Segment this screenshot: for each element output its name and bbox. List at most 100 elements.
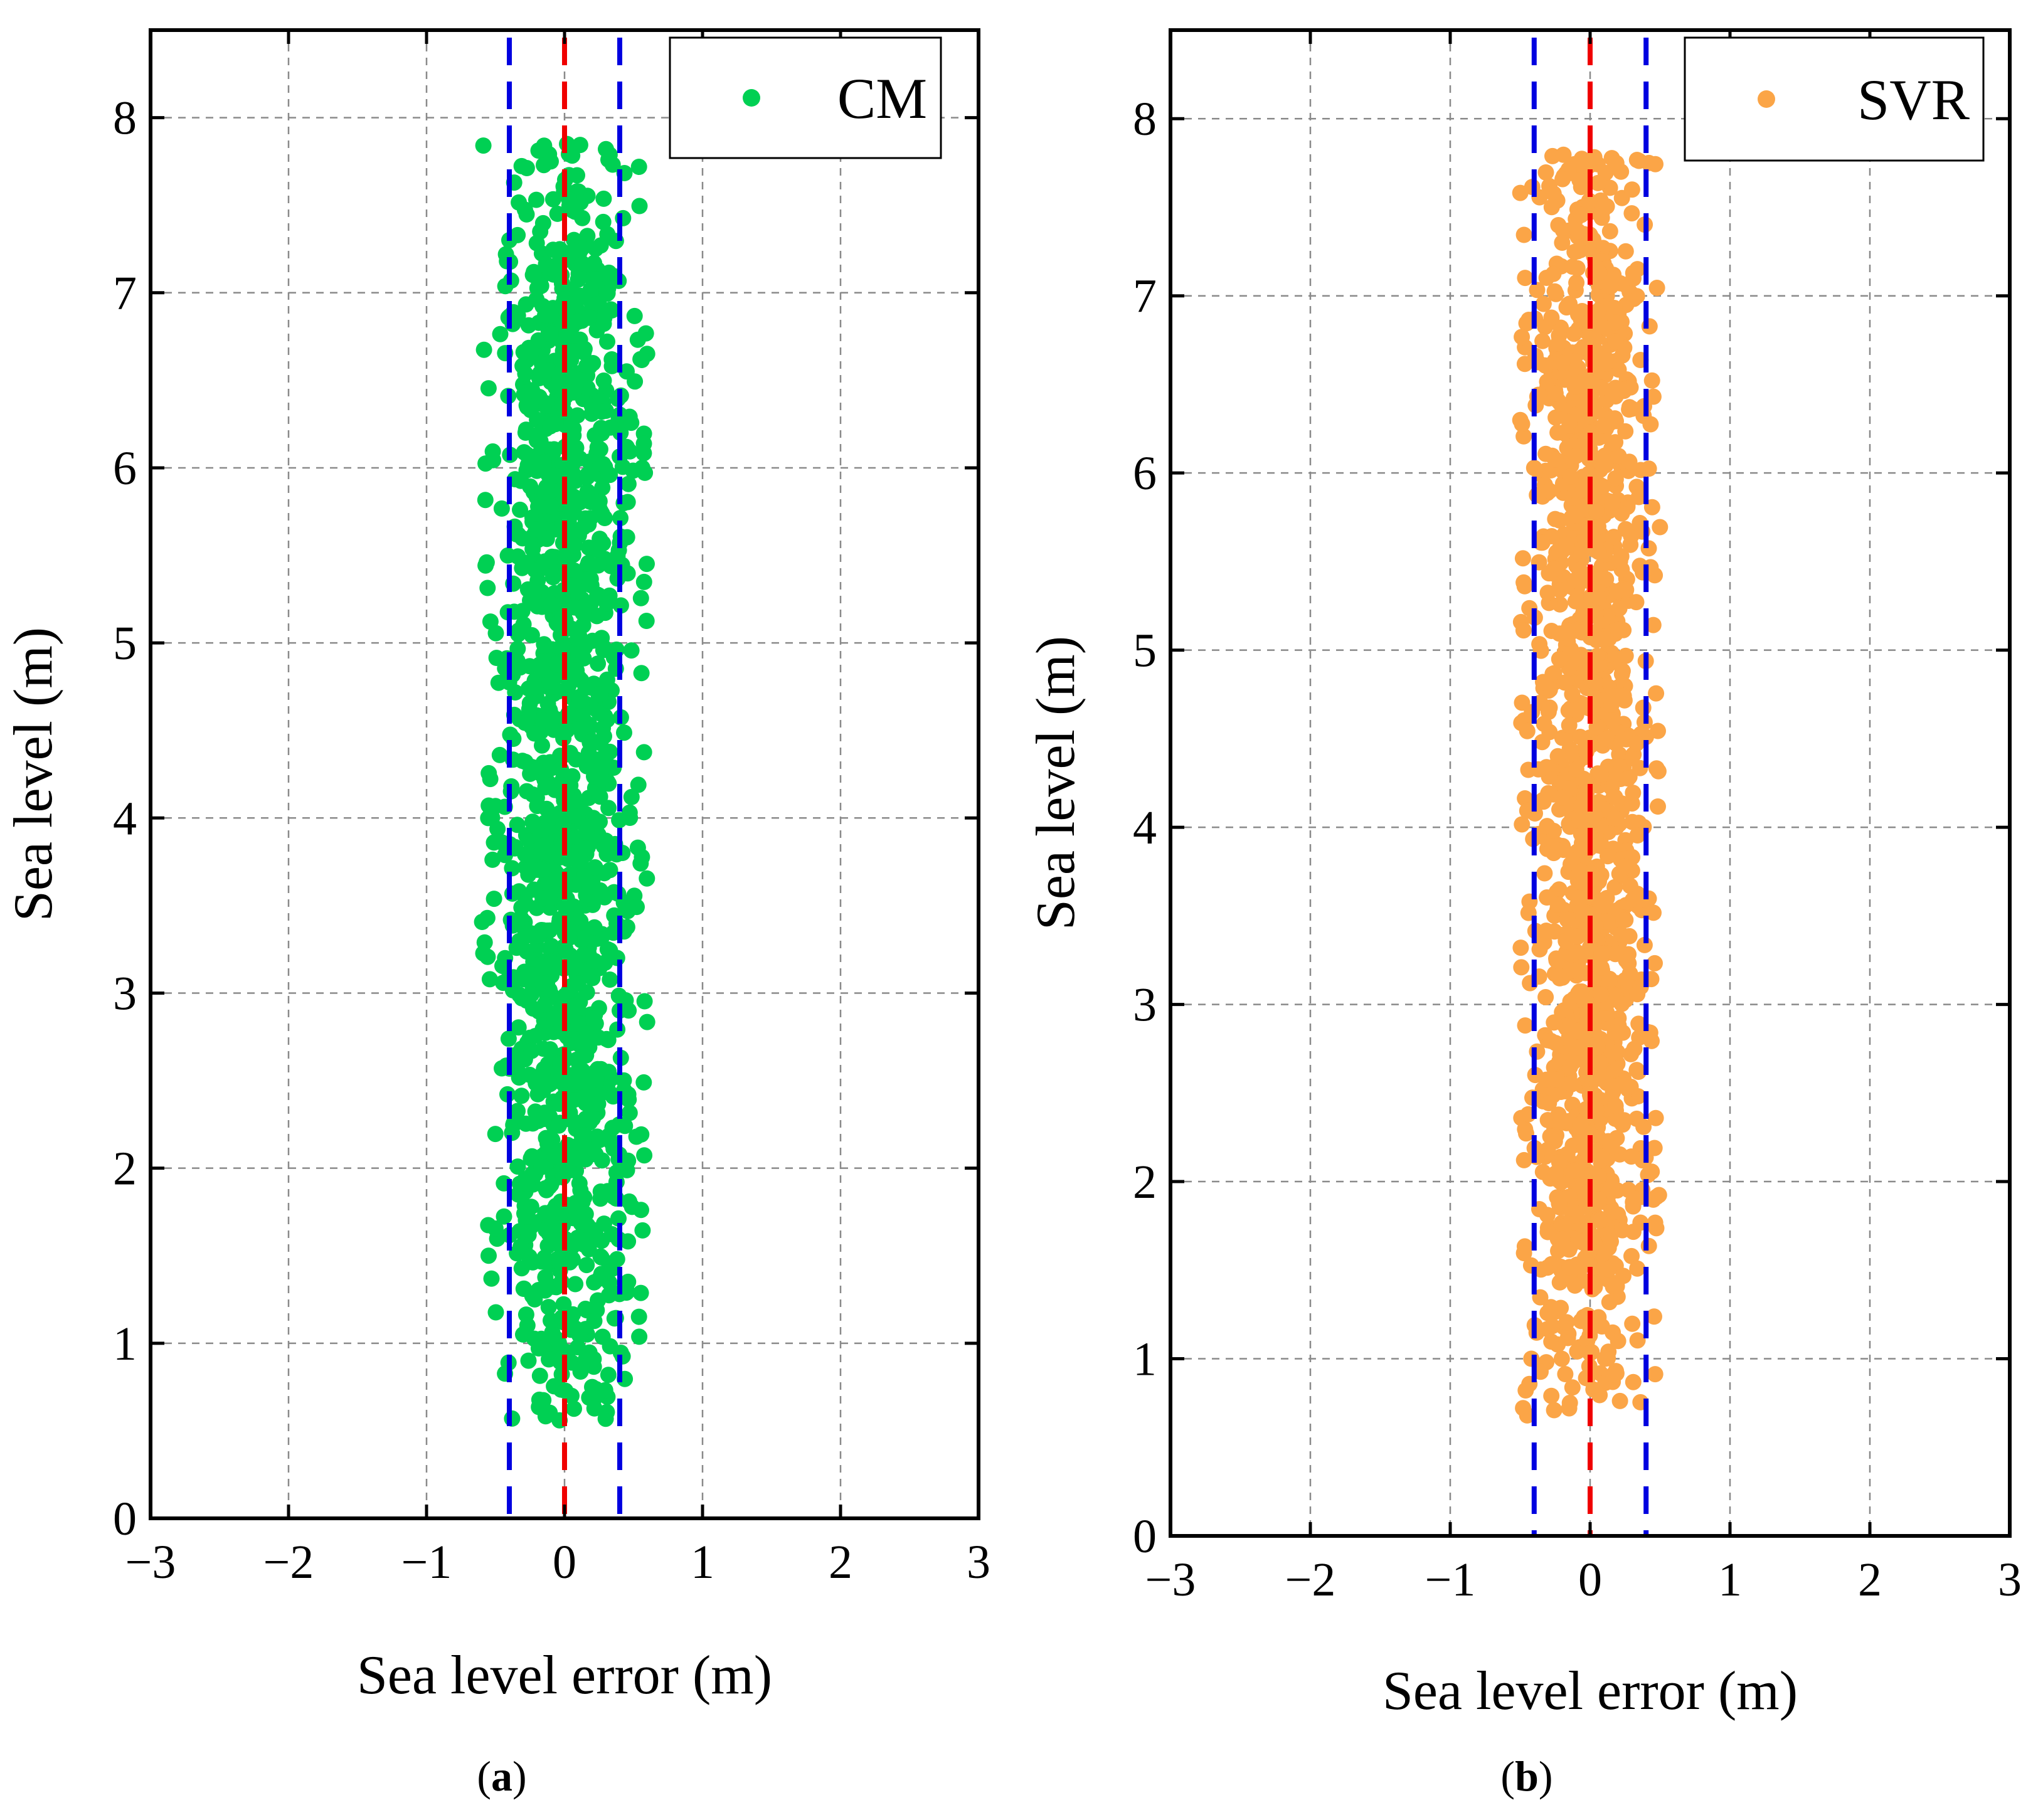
scatter-point xyxy=(1522,1257,1539,1274)
scatter-point xyxy=(573,930,590,947)
scatter-point xyxy=(622,443,639,460)
scatter-point xyxy=(582,571,599,588)
scatter-point xyxy=(509,817,526,833)
scatter-point xyxy=(1598,198,1615,214)
scatter-point xyxy=(1568,448,1584,464)
scatter-point xyxy=(1564,702,1581,719)
scatter-point xyxy=(1554,171,1571,188)
scatter-point xyxy=(1535,295,1552,312)
scatter-point xyxy=(1596,1350,1613,1367)
scatter-point xyxy=(517,421,534,438)
scatter-point xyxy=(1566,325,1583,342)
scatter-point xyxy=(566,242,583,259)
panel-b-caption: (b) xyxy=(1500,1752,1552,1800)
scatter-point xyxy=(630,1308,647,1325)
scatter-point xyxy=(529,280,546,297)
scatter-point xyxy=(496,1208,512,1225)
scatter-point xyxy=(1608,155,1625,172)
scatter-point xyxy=(519,1209,536,1225)
scatter-point xyxy=(1570,889,1587,906)
scatter-point xyxy=(1617,647,1634,664)
scatter-point xyxy=(590,655,607,672)
scatter-point xyxy=(548,871,565,888)
scatter-point xyxy=(635,573,652,590)
y-tick-label: 0 xyxy=(113,1493,137,1545)
scatter-point xyxy=(621,1193,638,1210)
scatter-point xyxy=(1529,282,1546,299)
scatter-point xyxy=(1517,1017,1534,1034)
scatter-point xyxy=(614,458,631,475)
scatter-point xyxy=(621,408,638,425)
scatter-point xyxy=(1558,1314,1575,1331)
scatter-point xyxy=(630,776,647,793)
scatter-point xyxy=(1613,995,1630,1012)
scatter-point xyxy=(1588,503,1605,520)
scatter-point xyxy=(1533,534,1549,551)
scatter-point xyxy=(593,420,610,436)
scatter-point xyxy=(504,1410,521,1427)
scatter-point xyxy=(1605,529,1622,546)
scatter-point xyxy=(563,1387,580,1404)
scatter-point xyxy=(487,1304,504,1321)
scatter-point xyxy=(595,372,612,389)
x-tick-label: −1 xyxy=(1425,1553,1476,1606)
scatter-point xyxy=(555,816,572,833)
scatter-point xyxy=(567,1195,584,1212)
scatter-point xyxy=(1645,616,1662,633)
scatter-point xyxy=(617,1118,634,1135)
scatter-point xyxy=(604,1261,621,1277)
scatter-point xyxy=(1611,600,1628,617)
panel-a-chart: −3 −2 −1 0 1 2 3 0 1 2 3 4 5 6 7 8 Sea level error (m) Se… xyxy=(3,28,990,1706)
scatter-point xyxy=(476,934,493,951)
scatter-point xyxy=(590,1096,607,1112)
scatter-point xyxy=(1602,278,1619,295)
scatter-point xyxy=(1518,315,1535,332)
scatter-point xyxy=(1547,1035,1564,1052)
scatter-point xyxy=(584,1221,601,1238)
scatter-point xyxy=(615,1072,632,1089)
scatter-point xyxy=(595,642,612,659)
scatter-point xyxy=(1554,354,1571,371)
scatter-point xyxy=(1566,1162,1583,1179)
scatter-point xyxy=(542,418,559,435)
scatter-point xyxy=(571,371,588,388)
scatter-point xyxy=(533,861,550,878)
scatter-point xyxy=(1561,413,1578,430)
scatter-point xyxy=(512,1238,529,1255)
scatter-point xyxy=(546,441,563,458)
scatter-point xyxy=(533,1071,549,1087)
scatter-point xyxy=(599,285,616,302)
scatter-point xyxy=(1551,512,1568,529)
scatter-point xyxy=(1589,344,1605,361)
scatter-point xyxy=(543,596,560,613)
scatter-point xyxy=(517,896,534,912)
scatter-point xyxy=(608,950,625,966)
x-tick-label: 1 xyxy=(691,1536,714,1589)
scatter-point xyxy=(1650,1187,1667,1204)
scatter-point xyxy=(595,759,612,776)
scatter-point xyxy=(573,1127,590,1144)
scatter-point xyxy=(592,788,608,805)
legend: SVR xyxy=(1684,36,1985,162)
scatter-point xyxy=(514,530,531,547)
y-tick-label: 6 xyxy=(1133,447,1157,500)
y-tick-label: 7 xyxy=(1133,270,1157,323)
scatter-point xyxy=(1601,223,1618,240)
scatter-point xyxy=(477,557,494,574)
scatter-point xyxy=(612,597,629,614)
scatter-point xyxy=(1621,965,1638,982)
scatter-point xyxy=(586,953,603,970)
scatter-point xyxy=(638,613,655,629)
scatter-point xyxy=(1541,482,1558,499)
scatter-point xyxy=(1556,674,1573,691)
scatter-point xyxy=(491,746,508,763)
scatter-point xyxy=(616,724,632,741)
scatter-point xyxy=(517,1115,534,1132)
scatter-point xyxy=(538,362,555,379)
scatter-point xyxy=(566,1400,582,1417)
scatter-point xyxy=(580,1241,597,1257)
legend-marker xyxy=(1758,90,1775,108)
scatter-point xyxy=(587,240,604,257)
scatter-point xyxy=(1590,302,1607,319)
scatter-point xyxy=(1568,274,1585,291)
